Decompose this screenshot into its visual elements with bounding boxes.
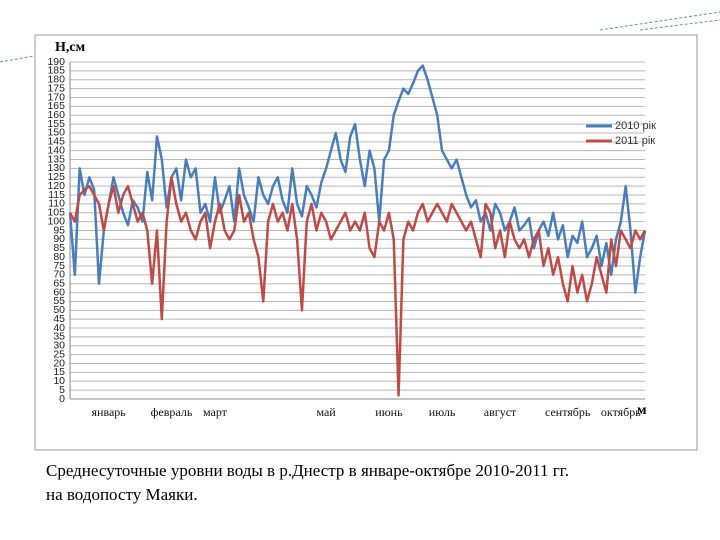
- x-tick-label: сентябрь: [545, 405, 591, 419]
- y-tick-label: 70: [53, 269, 65, 281]
- y-tick-label: 20: [53, 357, 65, 369]
- y-tick-label: 170: [47, 91, 65, 103]
- x-axis-label: м: [637, 403, 647, 418]
- line-series: [68, 176, 647, 397]
- x-tick-label: октябрь: [601, 405, 641, 419]
- y-tick-label: 130: [47, 162, 65, 174]
- y-tick-label: 80: [53, 251, 65, 263]
- y-tick-label: 175: [47, 82, 65, 94]
- x-tick-label: июль: [429, 405, 456, 419]
- y-tick-label: 95: [53, 224, 65, 236]
- x-tick-label: февраль: [151, 405, 193, 419]
- y-tick-label: 35: [53, 331, 65, 343]
- y-tick-label: 5: [59, 384, 65, 396]
- y-tick-label: 85: [53, 242, 65, 254]
- y-tick-label: 60: [53, 286, 65, 298]
- y-tick-label: 160: [47, 109, 65, 121]
- y-tick-label: 15: [53, 366, 65, 378]
- y-axis-label: Н,см: [55, 40, 86, 55]
- y-tick-label: 185: [47, 65, 65, 77]
- caption: на водопосту Маяки.: [46, 485, 198, 504]
- legend-label: 2010 рік: [615, 120, 656, 132]
- y-tick-label: 105: [47, 207, 65, 219]
- y-tick-label: 140: [47, 144, 65, 156]
- y-tick-label: 50: [53, 304, 65, 316]
- line-series: [68, 64, 647, 294]
- y-tick-label: 125: [47, 171, 65, 183]
- x-tick-label: январь: [92, 405, 127, 419]
- y-tick-label: 165: [47, 100, 65, 112]
- x-tick-label: май: [316, 405, 336, 419]
- y-tick-label: 180: [47, 74, 65, 86]
- legend-label: 2011 рік: [615, 135, 655, 147]
- y-tick-label: 100: [47, 215, 65, 227]
- y-tick-label: 135: [47, 153, 65, 165]
- y-tick-label: 75: [53, 260, 65, 272]
- y-tick-label: 25: [53, 348, 65, 360]
- x-tick-label: март: [203, 405, 228, 419]
- y-tick-label: 45: [53, 313, 65, 325]
- y-tick-label: 65: [53, 277, 65, 289]
- y-tick-label: 120: [47, 180, 65, 192]
- y-tick-label: 30: [53, 340, 65, 352]
- y-tick-label: 155: [47, 118, 65, 130]
- y-tick-label: 90: [53, 233, 65, 245]
- y-tick-label: 115: [48, 189, 65, 201]
- caption: Среднесуточные уровни воды в р.Днестр в …: [46, 461, 569, 480]
- x-tick-label: июнь: [375, 405, 403, 419]
- y-tick-label: 40: [53, 322, 65, 334]
- x-tick-label: август: [484, 405, 517, 419]
- y-tick-label: 150: [47, 127, 65, 139]
- y-tick-label: 55: [53, 295, 65, 307]
- y-tick-label: 110: [48, 198, 65, 210]
- y-tick-label: 0: [59, 393, 65, 405]
- y-tick-label: 10: [53, 375, 65, 387]
- y-tick-label: 145: [47, 136, 65, 148]
- y-tick-label: 190: [47, 56, 65, 68]
